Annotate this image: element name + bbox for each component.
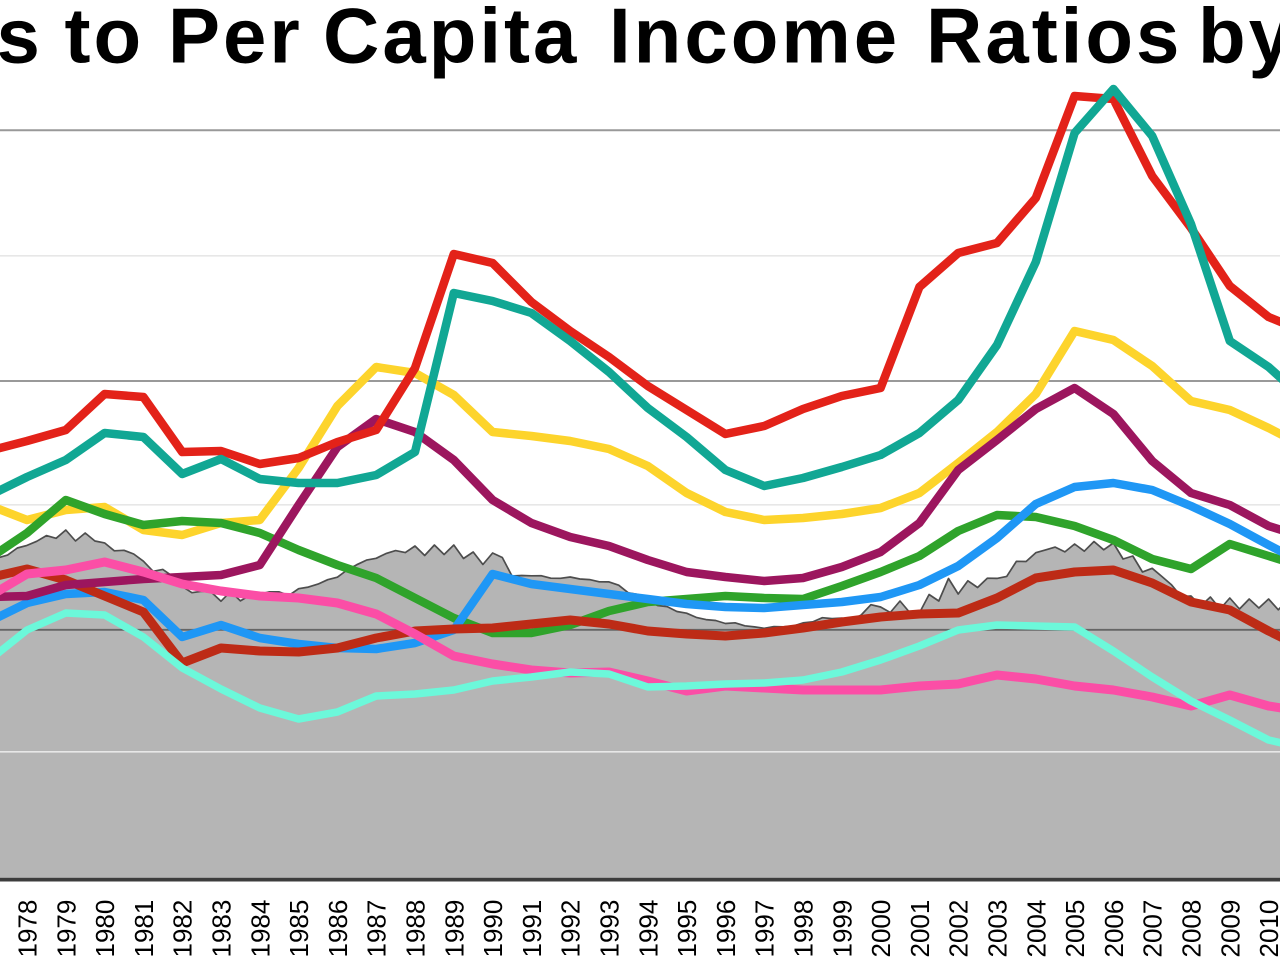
svg-text:1994: 1994 <box>633 900 663 958</box>
svg-text:1997: 1997 <box>750 900 780 958</box>
svg-text:2006: 2006 <box>1099 900 1129 958</box>
svg-text:Per: Per <box>168 0 303 80</box>
svg-text:1987: 1987 <box>362 900 392 958</box>
svg-text:Income: Income <box>609 0 900 80</box>
svg-text:2000: 2000 <box>866 900 896 958</box>
svg-text:1982: 1982 <box>168 900 198 958</box>
svg-text:2002: 2002 <box>944 900 974 958</box>
svg-text:1995: 1995 <box>672 900 702 958</box>
svg-text:Ratios: Ratios <box>926 0 1182 80</box>
svg-text:2009: 2009 <box>1215 900 1245 958</box>
svg-text:2008: 2008 <box>1177 900 1207 958</box>
svg-text:to: to <box>65 0 145 80</box>
svg-text:1996: 1996 <box>711 900 741 958</box>
svg-text:2004: 2004 <box>1021 900 1051 958</box>
svg-text:Capita: Capita <box>323 0 579 80</box>
svg-text:by: by <box>1198 0 1280 80</box>
svg-text:1984: 1984 <box>245 900 275 958</box>
svg-text:1985: 1985 <box>284 900 314 958</box>
svg-text:1989: 1989 <box>439 900 469 958</box>
svg-text:s: s <box>0 0 43 80</box>
svg-text:2007: 2007 <box>1138 900 1168 958</box>
svg-text:2005: 2005 <box>1060 900 1090 958</box>
svg-text:1986: 1986 <box>323 900 353 958</box>
svg-text:1991: 1991 <box>517 900 547 958</box>
svg-text:1998: 1998 <box>789 900 819 958</box>
svg-text:1993: 1993 <box>595 900 625 958</box>
svg-text:1992: 1992 <box>556 900 586 958</box>
svg-text:1978: 1978 <box>13 900 43 958</box>
svg-text:1979: 1979 <box>51 900 81 958</box>
svg-text:2003: 2003 <box>983 900 1013 958</box>
svg-text:1990: 1990 <box>478 900 508 958</box>
svg-text:1980: 1980 <box>90 900 120 958</box>
svg-text:1999: 1999 <box>827 900 857 958</box>
svg-text:1988: 1988 <box>401 900 431 958</box>
svg-text:2001: 2001 <box>905 900 935 958</box>
svg-text:2010: 2010 <box>1254 900 1280 958</box>
svg-text:1983: 1983 <box>207 900 237 958</box>
svg-text:1981: 1981 <box>129 900 159 958</box>
